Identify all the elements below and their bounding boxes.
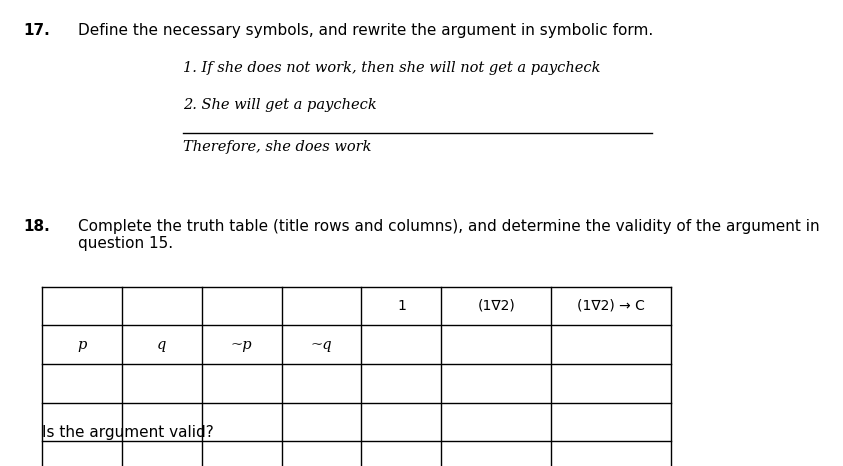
Text: Is the argument valid?: Is the argument valid? [42,425,214,440]
Text: ~p: ~p [231,337,253,352]
Text: 2. She will get a paycheck: 2. She will get a paycheck [184,98,377,112]
Text: Therefore, she does work: Therefore, she does work [184,140,372,154]
Text: Define the necessary symbols, and rewrite the argument in symbolic form.: Define the necessary symbols, and rewrit… [78,23,653,38]
Text: 1: 1 [397,299,405,313]
Text: (1∇2) → C: (1∇2) → C [577,299,645,313]
Text: 17.: 17. [24,23,51,38]
Text: Complete the truth table (title rows and columns), and determine the validity of: Complete the truth table (title rows and… [78,219,819,252]
Text: p: p [78,337,87,352]
Text: q: q [157,337,167,352]
Text: (1∇2): (1∇2) [477,299,515,313]
Text: 1. If she does not work, then she will not get a paycheck: 1. If she does not work, then she will n… [184,61,601,75]
Text: 18.: 18. [24,219,51,234]
Text: ~q: ~q [311,337,332,352]
